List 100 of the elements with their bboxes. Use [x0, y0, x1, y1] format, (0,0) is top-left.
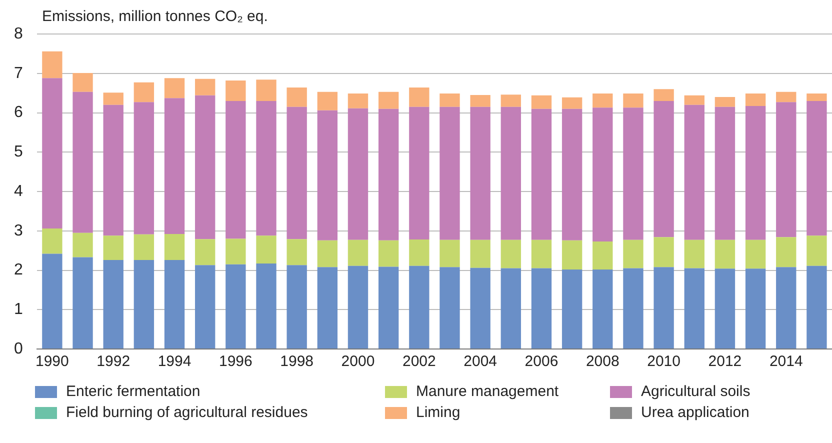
bar: [470, 106, 490, 240]
bar: [500, 94, 521, 107]
bar: [378, 266, 399, 348]
bar: [684, 104, 704, 240]
bar: [226, 100, 246, 239]
bar: [317, 240, 338, 268]
bar: [470, 268, 490, 348]
bar: [745, 240, 766, 269]
legend-label: Enteric fermentation: [66, 383, 200, 400]
bar: [531, 95, 552, 109]
bar: [562, 240, 582, 270]
y-tick-label: 5: [14, 144, 23, 161]
bar: [348, 108, 368, 240]
bar: [42, 51, 62, 78]
bar: [42, 228, 62, 254]
bar: [317, 267, 338, 348]
bar: [72, 92, 93, 233]
bar: [623, 240, 644, 268]
bar: [256, 100, 276, 236]
y-tick-label: 6: [14, 104, 23, 122]
legend-label: Urea application: [641, 404, 750, 421]
bar: [348, 266, 368, 348]
bar: [684, 268, 704, 348]
bar: [776, 102, 796, 238]
bar: [562, 269, 582, 348]
y-axis-title: Emissions, million tonnes CO₂ eq.: [42, 8, 268, 25]
bar: [745, 93, 766, 106]
bar: [134, 234, 154, 260]
bar: [684, 95, 704, 105]
x-tick-label: 2006: [524, 353, 558, 370]
bar: [226, 238, 246, 264]
bar: [654, 267, 674, 348]
x-tick-label: 2002: [402, 353, 436, 370]
x-tick-label: 2000: [341, 353, 375, 370]
bar: [440, 267, 460, 348]
bar: [195, 265, 216, 348]
bar: [195, 95, 216, 240]
bar: [256, 264, 276, 348]
y-tick-label: 2: [14, 262, 23, 279]
x-tick-label: 2008: [586, 353, 620, 370]
bar: [42, 254, 62, 348]
bar: [714, 97, 736, 107]
bar: [348, 240, 368, 266]
bar: [654, 237, 674, 268]
x-tick-label: 2012: [708, 353, 742, 370]
bar: [500, 106, 521, 240]
bar: [531, 108, 552, 240]
bar: [195, 239, 216, 266]
x-tick-label: 2004: [464, 353, 498, 370]
x-tick-label: 1990: [36, 353, 69, 370]
bar: [623, 93, 644, 108]
bar: [592, 93, 613, 108]
bar: [103, 104, 124, 236]
bar: [409, 106, 430, 240]
bar: [531, 240, 552, 268]
bar: [776, 92, 796, 102]
bar: [440, 240, 460, 268]
bar: [806, 236, 827, 266]
bar: [286, 265, 307, 348]
bar: [134, 260, 154, 348]
bar: [409, 240, 430, 266]
bar: [714, 268, 736, 348]
bar: [714, 240, 736, 269]
legend-label: Agricultural soils: [641, 383, 750, 400]
y-tick-label: 3: [14, 222, 23, 240]
bar: [745, 106, 766, 240]
y-tick-label: 1: [14, 301, 23, 318]
bar: [378, 92, 399, 109]
y-tick-label: 7: [14, 64, 23, 82]
legend-label: Liming: [416, 404, 460, 421]
bar: [714, 106, 736, 240]
bar: [348, 93, 368, 108]
bar: [72, 232, 93, 258]
x-tick-label: 2014: [769, 353, 803, 370]
bar: [317, 110, 338, 240]
bar: [164, 98, 185, 234]
bar: [103, 92, 124, 105]
bar: [286, 239, 307, 266]
bar: [776, 267, 796, 348]
x-tick-label: 1994: [158, 353, 192, 370]
bar: [103, 236, 124, 260]
y-tick-label: 0: [14, 340, 23, 358]
bar: [470, 240, 490, 268]
bar: [623, 108, 644, 240]
bar: [286, 106, 307, 240]
bar: [684, 240, 704, 268]
bar: [72, 72, 93, 92]
bar: [256, 80, 276, 101]
bar: [654, 89, 674, 101]
bar: [226, 80, 246, 101]
x-tick-label: 2010: [647, 353, 680, 370]
bar: [378, 240, 399, 267]
bar: [592, 269, 613, 348]
bar: [226, 264, 246, 348]
legend-label: Field burning of agricultural residues: [66, 404, 308, 421]
bar: [134, 82, 154, 102]
bar: [776, 237, 796, 268]
bar: [806, 266, 827, 348]
bar: [745, 268, 766, 348]
bar: [378, 108, 399, 240]
